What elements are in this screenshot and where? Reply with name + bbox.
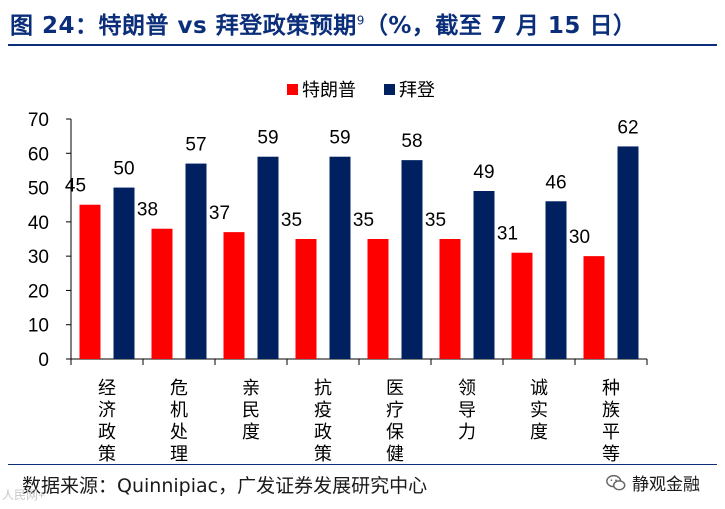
y-tick-label: 10 [28,316,49,337]
bar-biden [545,201,567,359]
figure-title-suffix: （%，截至 7 月 15 日） [364,13,637,39]
category-label: 诚实度 [530,378,548,443]
data-label-biden: 59 [257,128,278,149]
bar-trump [79,204,101,359]
bar-biden [113,187,135,359]
data-label-trump: 38 [137,200,158,221]
y-tick-label: 40 [28,213,49,234]
bar-biden [329,156,351,359]
category-label: 经济政策 [98,378,116,465]
watermark-right-text: 静观金融 [632,475,700,495]
bar-trump [583,256,605,359]
bar-trump [439,239,461,359]
title-rule [8,44,717,46]
bar-biden [473,191,495,359]
category-label: 亲民度 [242,378,260,443]
data-label-trump: 35 [353,210,374,231]
data-label-trump: 35 [281,210,302,231]
legend-label-trump: 特朗普 [302,80,356,101]
bar-trump [511,252,533,359]
bar-biden [257,156,279,359]
wechat-icon [606,474,626,490]
data-label-biden: 49 [473,162,494,183]
figure-title: 图 24：特朗普 vs 拜登政策预期9（%，截至 7 月 15 日） [10,6,636,40]
bar-biden [185,163,207,359]
data-label-biden: 59 [329,128,350,149]
data-label-trump: 31 [497,224,518,245]
y-tick-label: 70 [28,110,49,131]
data-label-biden: 57 [185,135,206,156]
title-footnote: 9 [356,13,365,28]
data-label-trump: 30 [569,227,590,248]
footer-rule [8,464,717,465]
data-label-biden: 58 [401,131,422,152]
watermark-right: 静观金融 [605,470,700,495]
data-label-trump: 35 [425,210,446,231]
bar-biden [401,160,423,359]
bar-trump [223,232,245,359]
category-label: 危机处理 [170,378,188,465]
data-label-biden: 50 [113,159,134,180]
category-label: 抗疫政策 [314,378,332,465]
category-label: 领导力 [458,378,476,443]
bar-trump [295,239,317,359]
legend-swatch-trump [287,84,298,95]
y-tick-label: 20 [28,281,49,302]
data-label-trump: 45 [65,176,86,197]
legend-swatch-biden [384,84,395,95]
bar-biden [617,146,639,359]
figure-title-main: 图 24：特朗普 vs 拜登政策预期 [10,13,357,39]
y-tick-label: 50 [28,179,49,200]
watermark-left: 人民网+ [2,488,46,502]
legend-label-biden: 拜登 [399,80,435,101]
bar-chart: 0 10 20 30 40 50 60 70 45 38 37 35 35 35 31 30 50 57 59 59 5… [28,80,648,465]
category-label: 种族平等 [602,378,620,465]
y-tick-label: 0 [38,350,49,371]
category-label: 医疗保健 [386,378,404,465]
bar-trump [151,228,173,359]
data-label-biden: 62 [617,117,638,138]
y-tick-label: 60 [28,144,49,165]
data-label-biden: 46 [545,172,566,193]
source-note: 数据来源：Quinnipiac，广发证券发展研究中心 [22,475,428,497]
bar-trump [367,239,389,359]
y-tick-label: 30 [28,247,49,268]
data-label-trump: 37 [209,203,230,224]
